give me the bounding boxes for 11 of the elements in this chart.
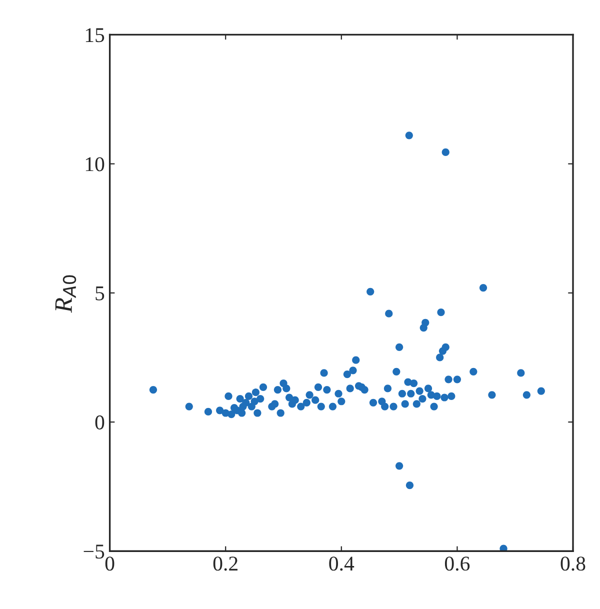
x-tick-label: 0.6 (444, 556, 470, 571)
y-tick-label: 5 (96, 286, 104, 300)
x-tick-label: 0.2 (213, 556, 238, 571)
y-tick-label: 15 (86, 28, 104, 42)
y-tick-label: 10 (86, 157, 104, 172)
y-tick-label: −5 (84, 544, 104, 559)
x-tick-label: 0.8 (560, 556, 586, 571)
x-tick-label: 0 (105, 556, 114, 571)
y-axis-title: R$_{A0}$ (55, 275, 76, 313)
y-tick-label: 0 (95, 415, 104, 430)
x-tick-label: 0.4 (329, 556, 354, 571)
